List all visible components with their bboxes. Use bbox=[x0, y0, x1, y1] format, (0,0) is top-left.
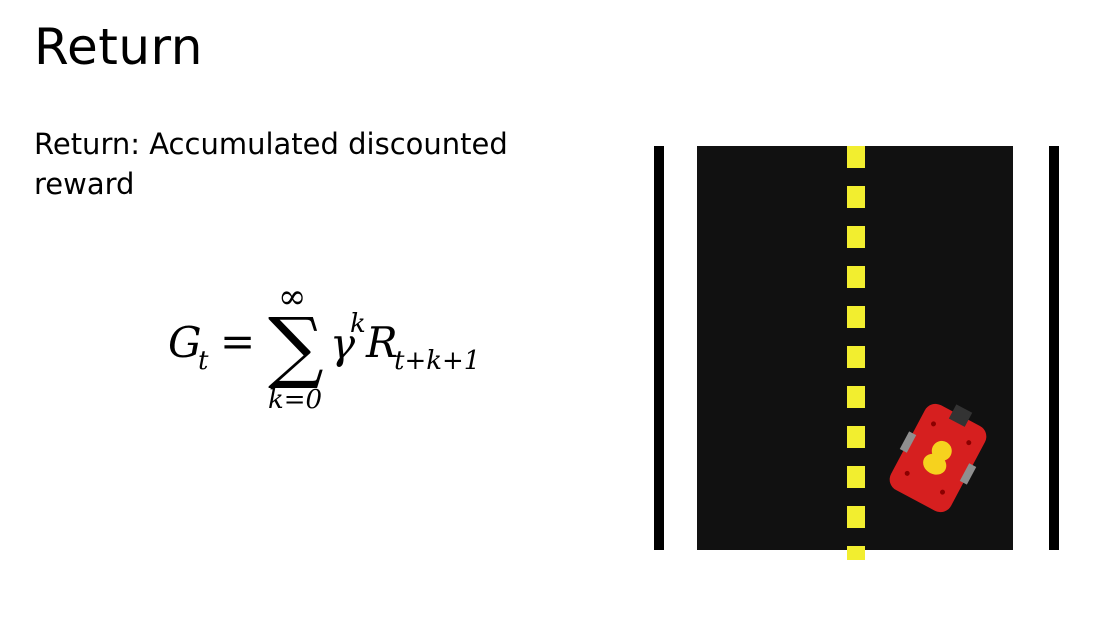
return-formula: G t = ∞ ∑ k=0 γ k R t+k+1 bbox=[160, 277, 500, 420]
lane-dash bbox=[847, 426, 865, 448]
lane-dash bbox=[847, 266, 865, 288]
formula-r-subscript: t+k+1 bbox=[394, 346, 480, 376]
slide-title: Return bbox=[34, 18, 203, 76]
left-curb bbox=[654, 146, 664, 550]
lane-dash bbox=[847, 466, 865, 488]
lane-dash bbox=[847, 546, 865, 568]
formula-sum-upper: ∞ bbox=[278, 280, 306, 317]
robot-car-icon bbox=[889, 403, 987, 513]
lane-dash bbox=[847, 346, 865, 368]
center-lane-dashes bbox=[847, 146, 865, 568]
formula-sum-symbol: ∑ bbox=[268, 302, 324, 392]
formula-equals: = bbox=[220, 317, 255, 366]
formula-gamma-exponent: k bbox=[350, 309, 366, 339]
lane-dash bbox=[847, 306, 865, 328]
formula-sum-lower: k=0 bbox=[268, 385, 322, 415]
lane-dash bbox=[847, 506, 865, 528]
formula-g: G bbox=[168, 318, 202, 367]
return-formula-svg: G t = ∞ ∑ k=0 γ k R t+k+1 bbox=[168, 277, 480, 415]
lane-dash bbox=[847, 226, 865, 248]
formula-r: R bbox=[365, 318, 398, 367]
lane-dash bbox=[847, 186, 865, 208]
formula-g-subscript: t bbox=[198, 346, 209, 376]
right-curb bbox=[1049, 146, 1059, 550]
lane-dash bbox=[847, 386, 865, 408]
lane-dash bbox=[847, 146, 865, 168]
formula-gamma: γ bbox=[330, 319, 356, 368]
road-svg bbox=[654, 146, 1059, 568]
road-illustration bbox=[650, 140, 1070, 568]
slide-subtitle: Return: Accumulated discounted reward bbox=[34, 127, 508, 201]
